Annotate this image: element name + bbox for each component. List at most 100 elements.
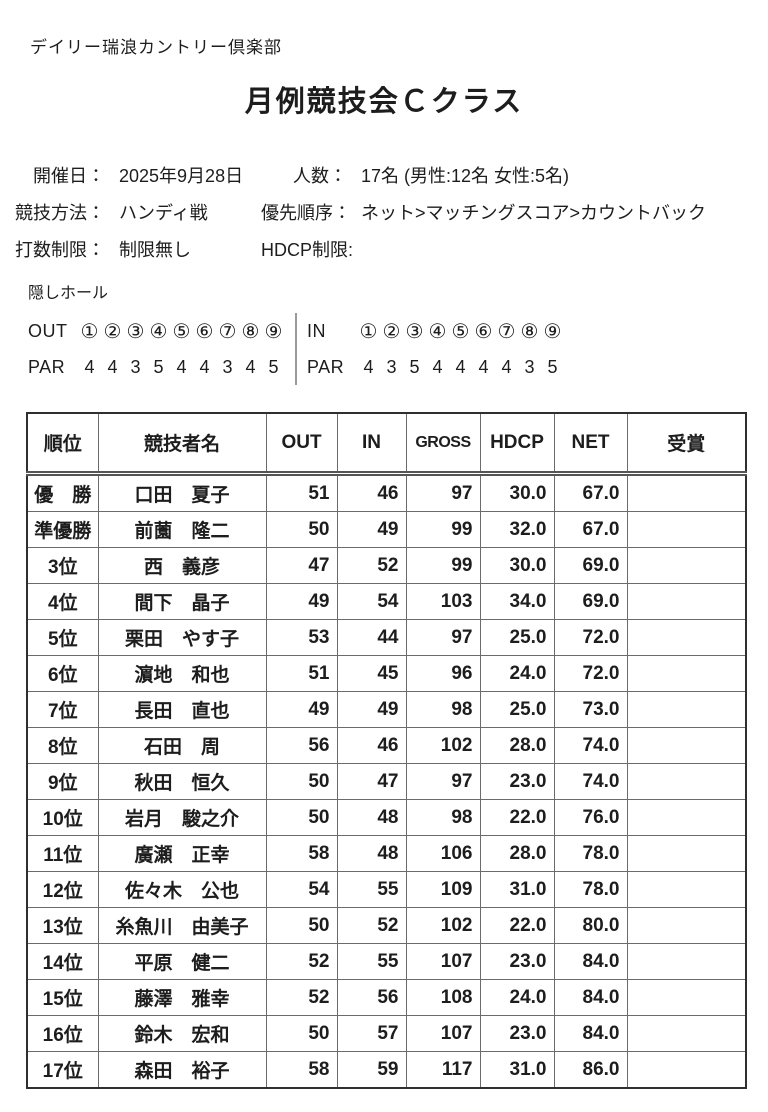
hole-number-circle: ② — [103, 320, 122, 343]
prize-cell — [626, 835, 747, 872]
in-score-cell: 48 — [336, 835, 407, 872]
in-score-cell: 59 — [336, 1051, 407, 1089]
net-score-cell: 84.0 — [553, 1015, 628, 1052]
hdcp-cell: 31.0 — [479, 1051, 555, 1089]
in-score-cell: 49 — [336, 511, 407, 548]
hdcp-cell: 23.0 — [479, 763, 555, 800]
in-score-cell: 52 — [336, 547, 407, 584]
result-row: 3位 西 義彦 47 52 99 30.0 69.0 — [26, 547, 747, 584]
player-name-cell: 前薗 隆二 — [97, 511, 267, 548]
in-score-cell: 55 — [336, 871, 407, 908]
prize-cell — [626, 979, 747, 1016]
par-value: 4 — [478, 356, 489, 377]
net-score-cell: 73.0 — [553, 691, 628, 728]
gross-score-cell: 99 — [405, 547, 481, 584]
par-value: 4 — [107, 356, 118, 377]
hole-number-circle: ⑨ — [264, 320, 283, 343]
hole-number-circle: ② — [382, 320, 401, 343]
gross-score-cell: 97 — [405, 619, 481, 656]
player-name-cell: 西 義彦 — [97, 547, 267, 584]
out-score-cell: 50 — [265, 511, 338, 548]
net-score-cell: 72.0 — [553, 619, 628, 656]
hole-number-circle: ⑤ — [172, 320, 191, 343]
out-score-cell: 51 — [265, 655, 338, 692]
out-score-cell: 54 — [265, 871, 338, 908]
gross-score-cell: 98 — [405, 799, 481, 836]
player-name-cell: 栗田 やす子 — [97, 619, 267, 656]
hdcp-cell: 30.0 — [479, 473, 555, 512]
competition-meta: 開催日： 2025年9月28日 人数： 17名 (男性:12名 女性:5名) 競… — [0, 156, 768, 267]
in-score-cell: 48 — [336, 799, 407, 836]
result-row: 優 勝 口田 夏子 51 46 97 30.0 67.0 — [26, 473, 747, 512]
prize-cell — [626, 871, 747, 908]
result-row: 15位 藤澤 雅幸 52 56 108 24.0 84.0 — [26, 979, 747, 1016]
player-name-cell: 藤澤 雅幸 — [97, 979, 267, 1016]
result-row: 10位 岩月 駿之介 50 48 98 22.0 76.0 — [26, 799, 747, 836]
par-value: 5 — [268, 356, 279, 377]
hdcp-cell: 28.0 — [479, 835, 555, 872]
rank-cell: 9位 — [26, 763, 99, 800]
par-value: 4 — [363, 356, 374, 377]
hdcp-cell: 32.0 — [479, 511, 555, 548]
rank-cell: 6位 — [26, 655, 99, 692]
col-header-net: NET — [553, 412, 628, 476]
rank-cell: 17位 — [26, 1051, 99, 1089]
rank-cell: 優 勝 — [26, 473, 99, 512]
player-name-cell: 鈴木 宏和 — [97, 1015, 267, 1052]
in-score-cell: 57 — [336, 1015, 407, 1052]
hole-number-circle: ⑦ — [497, 320, 516, 343]
player-name-cell: 間下 晶子 — [97, 583, 267, 620]
hdcp-cell: 31.0 — [479, 871, 555, 908]
rank-cell: 3位 — [26, 547, 99, 584]
result-row: 17位 森田 裕子 58 59 117 31.0 86.0 — [26, 1051, 747, 1089]
player-name-cell: 佐々木 公也 — [97, 871, 267, 908]
out-score-cell: 49 — [265, 583, 338, 620]
gross-score-cell: 99 — [405, 511, 481, 548]
par-value: 5 — [409, 356, 420, 377]
result-row: 13位 糸魚川 由美子 50 52 102 22.0 80.0 — [26, 907, 747, 944]
par-value: 5 — [153, 356, 164, 377]
prize-cell — [626, 511, 747, 548]
out-score-cell: 51 — [265, 473, 338, 512]
col-header-gross: GROSS — [405, 412, 481, 476]
prize-cell — [626, 943, 747, 980]
player-name-cell: 秋田 恒久 — [97, 763, 267, 800]
hdcp-cell: 23.0 — [479, 1015, 555, 1052]
par-value: 3 — [386, 356, 397, 377]
out-score-cell: 58 — [265, 835, 338, 872]
meta-value-priority: ネット>マッチングスコア>カウントバック — [361, 202, 707, 223]
player-name-cell: 岩月 駿之介 — [97, 799, 267, 836]
prize-cell — [626, 655, 747, 692]
out-par-label: PAR — [28, 356, 66, 377]
in-score-cell: 56 — [336, 979, 407, 1016]
in-score-cell: 45 — [336, 655, 407, 692]
hole-number-circle: ⑧ — [241, 320, 260, 343]
result-row: 9位 秋田 恒久 50 47 97 23.0 74.0 — [26, 763, 747, 800]
rank-cell: 12位 — [26, 871, 99, 908]
gross-score-cell: 106 — [405, 835, 481, 872]
hole-number-circle: ⑤ — [451, 320, 470, 343]
hdcp-cell: 22.0 — [479, 907, 555, 944]
hole-number-circle: ⑥ — [474, 320, 493, 343]
net-score-cell: 80.0 — [553, 907, 628, 944]
net-score-cell: 74.0 — [553, 727, 628, 764]
hdcp-cell: 25.0 — [479, 691, 555, 728]
player-name-cell: 森田 裕子 — [97, 1051, 267, 1089]
out-label: OUT — [28, 320, 68, 341]
gross-score-cell: 103 — [405, 583, 481, 620]
gross-score-cell: 107 — [405, 943, 481, 980]
results-body: 優 勝 口田 夏子 51 46 97 30.0 67.0 準優勝 前薗 隆二 5… — [26, 473, 747, 1089]
rank-cell: 15位 — [26, 979, 99, 1016]
rank-cell: 4位 — [26, 583, 99, 620]
result-row: 5位 栗田 やす子 53 44 97 25.0 72.0 — [26, 619, 747, 656]
rank-cell: 11位 — [26, 835, 99, 872]
meta-label-participants: 人数： — [293, 165, 347, 186]
hdcp-cell: 24.0 — [479, 655, 555, 692]
player-name-cell: 濵地 和也 — [97, 655, 267, 692]
prize-cell — [626, 583, 747, 620]
